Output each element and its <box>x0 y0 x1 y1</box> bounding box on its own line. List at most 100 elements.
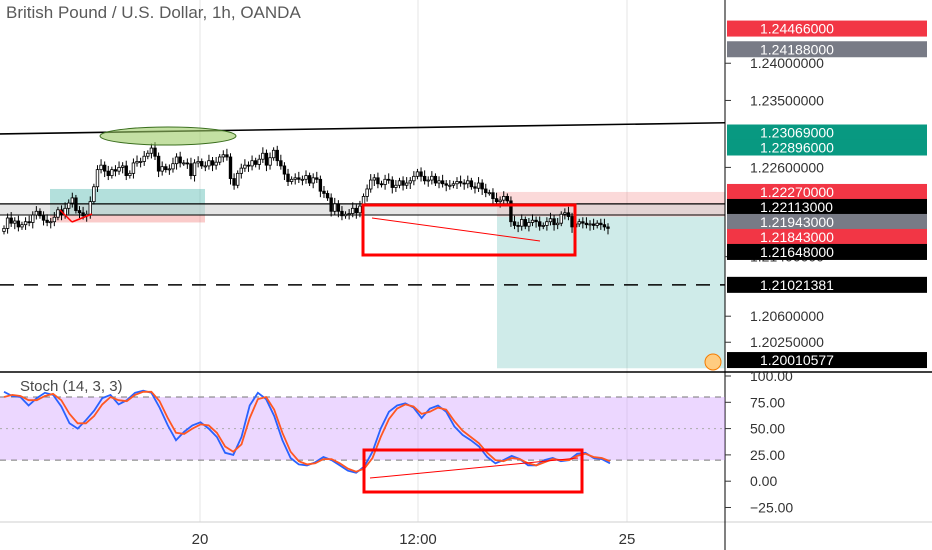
candle-body <box>16 220 21 228</box>
candle-body <box>117 166 121 172</box>
grid-lines <box>199 0 628 522</box>
candle-body <box>38 210 42 217</box>
candle-body <box>282 165 287 175</box>
candle-body <box>153 147 157 157</box>
chart-title: British Pound / U.S. Dollar, 1h, OANDA <box>6 3 301 22</box>
candle-body <box>5 217 10 229</box>
stoch-tick-label: 0.00 <box>750 473 777 489</box>
top-highlight-ellipse <box>99 126 237 146</box>
candle-body <box>203 165 208 168</box>
candle-body <box>552 218 556 226</box>
price-axis: 1.240000001.235000001.226000001.21400000… <box>725 20 927 515</box>
candle-body <box>505 196 510 202</box>
candle-body <box>491 192 495 200</box>
candle-body <box>275 149 279 162</box>
price-label-text: 1.21648000 <box>760 244 834 260</box>
price-label-text: 1.20010577 <box>760 352 834 368</box>
candle-body <box>458 181 463 184</box>
candle-body <box>595 222 599 226</box>
candle-body <box>131 162 136 174</box>
price-label: 1.22896000 <box>727 139 927 156</box>
price-label-background <box>727 228 927 245</box>
candle-body <box>235 172 240 186</box>
price-highlight-box <box>361 203 577 257</box>
candle-body <box>451 183 456 186</box>
candle-body <box>174 156 179 165</box>
candle-body <box>232 178 236 186</box>
long-stop-zone <box>50 215 205 223</box>
candle-body <box>358 205 362 214</box>
candle-body <box>437 180 441 184</box>
candle-body <box>304 175 308 180</box>
candle-body <box>70 197 75 204</box>
candle-body <box>92 186 96 203</box>
stoch-tick-label: 25.00 <box>750 447 785 463</box>
stoch-indicator-label: Stoch (14, 3, 3) <box>20 378 123 395</box>
candle-body <box>545 221 549 226</box>
candle-body <box>167 168 172 171</box>
price-label-text: 1.21843000 <box>760 229 834 245</box>
candle-body <box>110 169 114 176</box>
candle-body <box>520 219 524 227</box>
stoch-tick-label: 75.00 <box>750 394 785 410</box>
candle-body <box>484 188 488 194</box>
candle-body <box>81 212 85 217</box>
price-label-background <box>727 276 927 293</box>
candle-body <box>563 212 567 215</box>
candle-body <box>498 199 502 203</box>
candle-body <box>99 164 103 171</box>
price-label-background <box>727 41 927 58</box>
candle-body <box>523 219 528 227</box>
candle-body <box>88 201 92 215</box>
candle-body <box>509 200 513 223</box>
price-label-background <box>727 20 927 37</box>
stoch-tick-label: 100.00 <box>750 368 793 384</box>
candle-body <box>537 221 542 227</box>
candle-body <box>289 178 294 182</box>
candle-body <box>581 221 585 224</box>
candle-body <box>404 182 409 186</box>
candle-body <box>156 155 161 172</box>
stoch-tick-label: −25.00 <box>750 499 793 515</box>
candle-body <box>473 186 477 189</box>
candle-body <box>20 224 24 228</box>
candle-body <box>426 179 430 182</box>
candle-series <box>2 142 610 235</box>
candle-body <box>591 223 596 226</box>
candle-body <box>502 196 506 201</box>
price-label-text: 1.24188000 <box>760 41 834 57</box>
candle-body <box>322 190 326 194</box>
candle-body <box>530 219 535 223</box>
candle-body <box>415 171 420 177</box>
price-label: 1.24466000 <box>727 20 927 37</box>
candle-body <box>476 182 481 189</box>
candle-body <box>9 217 13 224</box>
candle-body <box>307 175 312 184</box>
candle-body <box>365 188 369 197</box>
price-label: 1.22270000 <box>727 183 927 200</box>
candle-body <box>271 149 276 159</box>
candle-body <box>2 228 6 232</box>
price-label-text: 1.24466000 <box>760 21 834 37</box>
candle-body <box>192 162 197 176</box>
candle-body <box>559 213 563 224</box>
candle-body <box>588 223 592 226</box>
price-label-text: 1.21021381 <box>760 277 834 293</box>
candle-body <box>250 160 254 167</box>
candle-body <box>257 158 261 165</box>
stoch-d-line <box>3 390 611 473</box>
candle-body <box>394 184 398 188</box>
candle-body <box>570 216 574 228</box>
price-divergence-line <box>371 217 541 242</box>
candle-body <box>293 177 297 180</box>
stoch-k-line <box>3 389 611 474</box>
candle-body <box>102 164 107 172</box>
candle-body <box>120 165 125 168</box>
candle-body <box>390 179 394 188</box>
candle-body <box>602 224 607 228</box>
candle-body <box>444 183 448 186</box>
candle-body <box>433 175 438 184</box>
price-label: 1.21943000 <box>727 213 927 230</box>
